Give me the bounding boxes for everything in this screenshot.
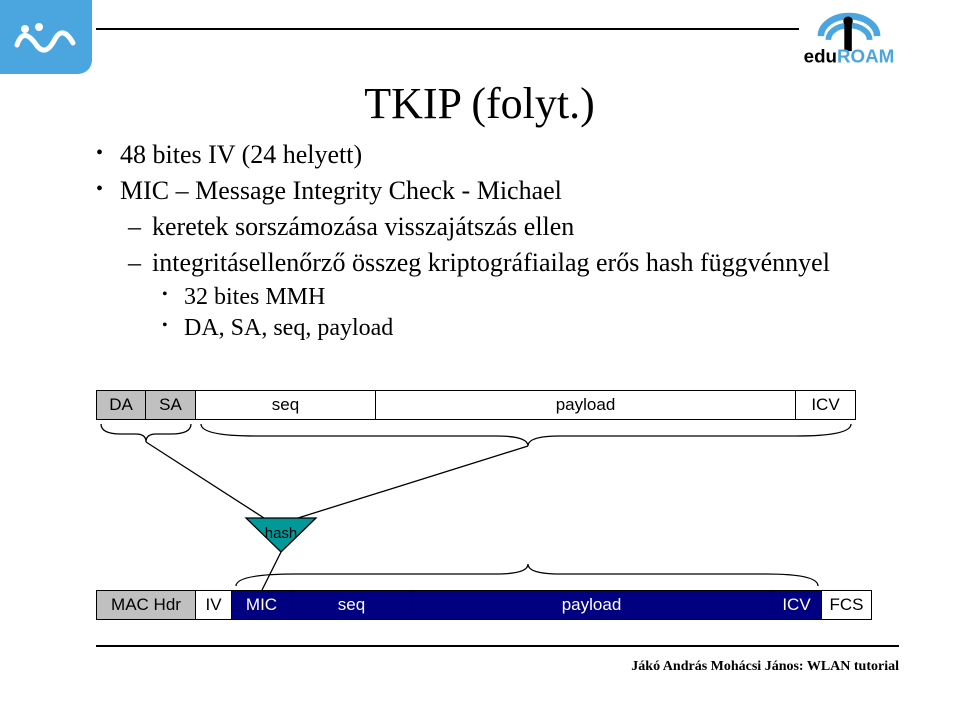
bullet-level3: DA, SA, seq, payload (96, 315, 839, 342)
cell-seq2: seq (292, 590, 412, 620)
cell-payload: payload (376, 390, 796, 420)
cell-iv: IV (196, 590, 232, 620)
content-block: 48 bites IV (24 helyett) MIC – Message I… (96, 140, 839, 346)
bullet-level2: keretek sorszámozása visszajátszás ellen (96, 212, 839, 242)
cell-icv2: ICV (772, 590, 822, 620)
cell-seq: seq (196, 390, 376, 420)
bullet-level1: 48 bites IV (24 helyett) (96, 140, 839, 170)
bullet-level2: integritásellenőrző összeg kriptográfiai… (96, 248, 839, 278)
slide: eduROAM TKIP (folyt.) 48 bites IV (24 he… (0, 0, 959, 701)
cell-mic: MIC (232, 590, 292, 620)
bullet-level3: 32 bites MMH (96, 284, 839, 311)
cell-sa: SA (146, 390, 196, 420)
cell-fcs: FCS (822, 590, 872, 620)
diagram-row-1: DA SA seq payload ICV (96, 390, 856, 420)
cell-machdr: MAC Hdr (96, 590, 196, 620)
bottom-rule (96, 645, 899, 647)
top-rule (96, 28, 799, 30)
logo-right-text2: ROAM (837, 45, 894, 66)
logo-left (0, 0, 92, 74)
cell-da: DA (96, 390, 146, 420)
slide-title: TKIP (folyt.) (0, 78, 959, 129)
svg-text:eduROAM: eduROAM (804, 45, 895, 66)
cell-icv: ICV (796, 390, 856, 420)
diagram-area: hash DA SA seq payload ICV MAC Hdr IV MI… (96, 390, 899, 610)
hash-label: hash (265, 525, 298, 542)
bullet-level1: MIC – Message Integrity Check - Michael (96, 176, 839, 206)
logo-right-text1: edu (804, 45, 837, 66)
diagram-row-2: MAC Hdr IV MIC seq payload ICV FCS (96, 590, 872, 620)
cell-payload2: payload (412, 590, 772, 620)
logo-right: eduROAM (779, 8, 919, 68)
footer-text: Jákó András Mohácsi János: WLAN tutorial (631, 659, 899, 675)
